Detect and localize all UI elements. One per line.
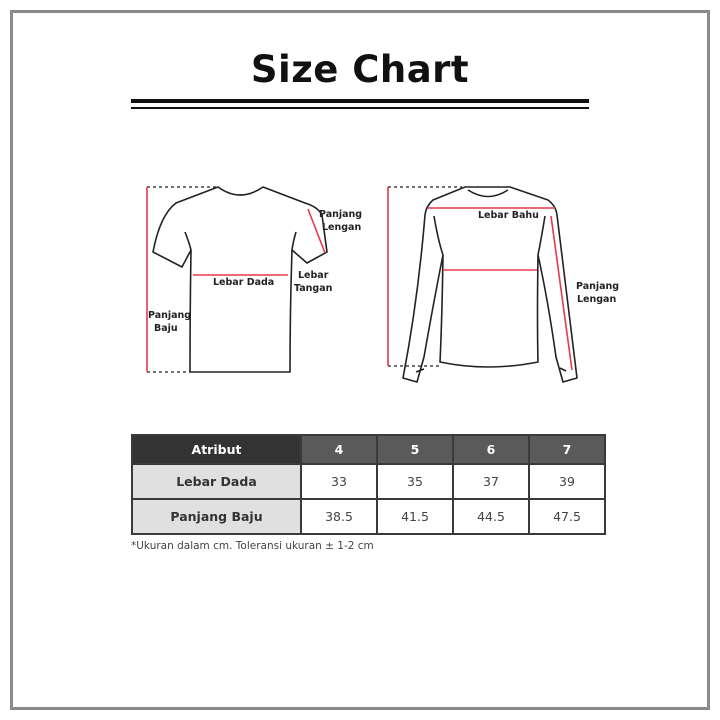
- header-size-4: 4: [300, 434, 378, 465]
- longsleeve-label-panjang-lengan-1: Panjang: [576, 281, 619, 292]
- cell: 33: [300, 463, 378, 500]
- tshirt-label-lebar-dada: Lebar Dada: [213, 277, 274, 288]
- tshirt-label-panjang-lengan-2: Lengan: [322, 222, 361, 233]
- table-row: Lebar Dada 33 35 37 39: [131, 463, 606, 500]
- longsleeve-panjang-lengan-line: [550, 215, 573, 371]
- header-size-6: 6: [452, 434, 530, 465]
- page-frame: [10, 10, 710, 710]
- cell: 47.5: [528, 498, 606, 535]
- tshirt-label-panjang-baju-2: Baju: [154, 323, 178, 334]
- title-divider-thick: [131, 99, 589, 103]
- tshirt-label-panjang-lengan-1: Panjang: [319, 209, 362, 220]
- longsleeve-armhole-left: [433, 215, 444, 256]
- table-row: Panjang Baju 38.5 41.5 44.5 47.5: [131, 498, 606, 535]
- cell: 44.5: [452, 498, 530, 535]
- row-label: Panjang Baju: [131, 498, 302, 535]
- tshirt-armhole-left: [184, 231, 192, 251]
- panjang-lengan-line: [307, 208, 326, 254]
- longsleeve-cuff-right: [559, 367, 567, 372]
- size-table: Atribut 4 5 6 7 Lebar Dada 33 35 37 39 P…: [131, 434, 606, 535]
- longsleeve-collar: [467, 189, 509, 198]
- tshirt-outline: [152, 186, 328, 373]
- longsleeve-armhole-right: [537, 215, 546, 256]
- title-divider-thin: [131, 107, 589, 109]
- header-size-5: 5: [376, 434, 454, 465]
- garment-diagrams: Panjang Lengan Lebar Dada Lebar Tangan P…: [146, 186, 619, 383]
- cell: 38.5: [300, 498, 378, 535]
- row-label: Lebar Dada: [131, 463, 302, 500]
- longsleeve-outline: [402, 186, 578, 383]
- tshirt-armhole-right: [291, 231, 297, 251]
- page-title: Size Chart: [250, 48, 470, 91]
- table-header-row: Atribut 4 5 6 7: [131, 434, 606, 465]
- cell: 39: [528, 463, 606, 500]
- tshirt-label-panjang-baju-1: Panjang: [148, 310, 191, 321]
- cell: 41.5: [376, 498, 454, 535]
- tshirt-label-lebar-tangan-2: Tangan: [294, 283, 333, 294]
- tshirt-label-lebar-tangan-1: Lebar: [298, 270, 329, 281]
- header-size-7: 7: [528, 434, 606, 465]
- longsleeve-label-panjang-lengan-2: Lengan: [577, 294, 616, 305]
- longsleeve-cuff-left: [415, 368, 425, 373]
- longsleeve-diagram: [387, 186, 578, 383]
- header-atribut: Atribut: [131, 434, 302, 465]
- size-note: *Ukuran dalam cm. Toleransi ukuran ± 1-2…: [131, 540, 374, 552]
- tshirt-diagram: [146, 186, 328, 373]
- cell: 35: [376, 463, 454, 500]
- longsleeve-label-lebar-bahu: Lebar Bahu: [478, 210, 539, 221]
- cell: 37: [452, 463, 530, 500]
